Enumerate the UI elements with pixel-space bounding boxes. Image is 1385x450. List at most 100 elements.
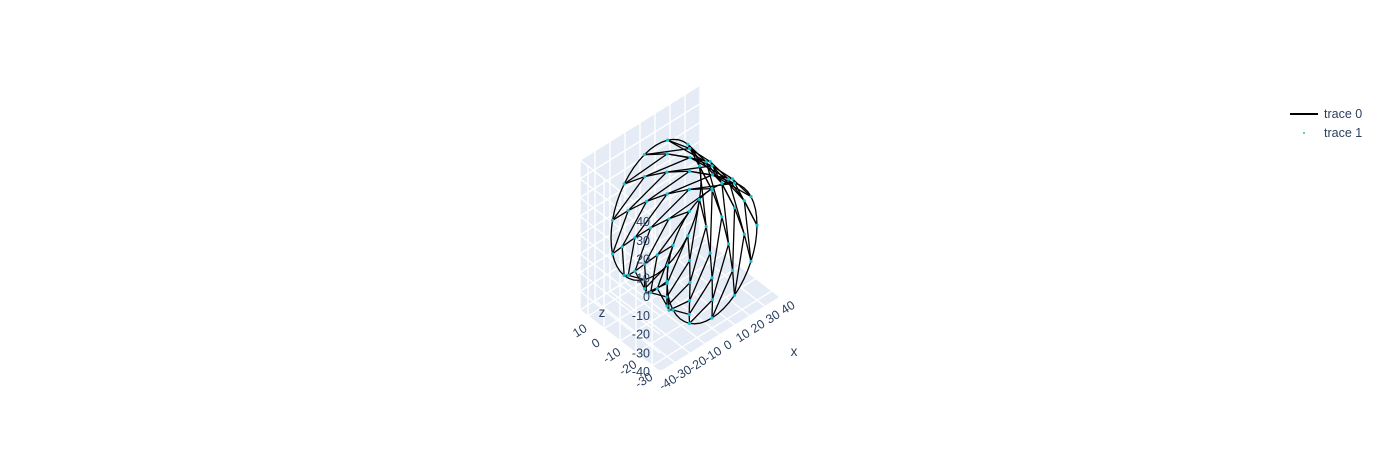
trace-0-segment (623, 153, 668, 185)
legend-label: trace 1 (1324, 125, 1363, 140)
x-tick-label: 10 (733, 326, 752, 345)
trace-1-point (688, 299, 692, 303)
trace-1-point (666, 138, 670, 142)
trace-0-segment (612, 176, 646, 221)
trace-0-segment (666, 235, 689, 284)
trace-0-segment (634, 227, 651, 239)
trace-0-segment (687, 235, 691, 261)
z-gridline (579, 253, 661, 317)
trace-1-point (686, 142, 690, 146)
trace-1-point (665, 281, 669, 285)
x-tick-label: 40 (778, 298, 797, 317)
trace-0-segment (688, 277, 713, 315)
z-tick-label: 30 (636, 234, 650, 248)
trace-0-segment (727, 179, 745, 235)
trace-0-segment (649, 254, 658, 293)
trace-0-segment (646, 193, 668, 203)
trace-1-point (645, 199, 649, 203)
trace-1-point (710, 316, 714, 320)
trace-0-segment (634, 193, 668, 239)
trace-0-segment (612, 210, 629, 221)
trace-1-point (671, 308, 675, 312)
trace-1-point (688, 169, 692, 173)
trace-0-segment (650, 292, 667, 298)
trace-1-point (688, 155, 692, 160)
trace-1-point (643, 262, 647, 266)
trace-1-point (688, 280, 692, 285)
trace-0-segment (731, 207, 736, 271)
z-gridline (579, 290, 661, 354)
trace-0-segment (732, 178, 752, 198)
trace-0-segment (689, 299, 713, 324)
trace-0-segment (743, 200, 752, 262)
y-tick-label: 10 (570, 321, 589, 340)
trace-1-point (622, 273, 626, 278)
trace-1-point (755, 223, 759, 227)
trace-0-segment (611, 210, 629, 255)
trace-1-point (697, 197, 702, 202)
z-gridline (579, 234, 701, 311)
trace-1-point (687, 209, 692, 213)
legend-item-trace-0[interactable]: trace 0 (1288, 104, 1378, 123)
trace-1-point (642, 278, 647, 282)
trace-1-point (665, 192, 669, 196)
z-axis-title: z (599, 305, 606, 320)
trace-0-segment (666, 260, 691, 298)
trace-1-point (742, 232, 746, 236)
trace-1-point (626, 273, 630, 277)
trace-1-point (749, 259, 753, 263)
trace-0-segment (627, 237, 636, 276)
legend-item-trace-1[interactable]: trace 1 (1288, 123, 1378, 142)
trace-1-point (649, 291, 653, 295)
trace-0-segment (705, 226, 711, 254)
y-tick-label: -10 (601, 345, 624, 366)
trace-1-point (620, 245, 624, 249)
z-gridline (579, 159, 661, 223)
trace-1-point (643, 175, 647, 179)
trace-0-segment (628, 274, 645, 281)
trace-0-segment (668, 210, 690, 220)
y-gridline (651, 290, 773, 367)
trace-0-segment (666, 170, 690, 173)
trace-0-segment (621, 246, 625, 276)
trace-0-segment (689, 182, 735, 191)
trace-0-segment (623, 176, 645, 185)
trace-1-point (710, 298, 715, 302)
trace-1-point (645, 291, 649, 295)
trace-1-point (643, 287, 647, 291)
trace-1-point (708, 251, 712, 255)
trace-0-segment (644, 171, 667, 178)
trace-1-point (649, 226, 653, 230)
trace-1-point (665, 170, 669, 174)
trace-0-segment (709, 190, 713, 254)
x-axis-title: x (791, 344, 798, 359)
trace-0-segment (711, 165, 733, 180)
trace-1-point (732, 293, 737, 297)
trace-0-segment (721, 183, 730, 244)
x-tick-label: 0 (721, 337, 734, 353)
trace-0-segment (672, 309, 690, 316)
scene-content (579, 84, 781, 370)
trace-1-point (655, 286, 659, 291)
trace-1-point (731, 177, 735, 181)
trace-0-segment (733, 234, 745, 296)
trace-0-segment (646, 170, 690, 202)
trace-1-point (686, 234, 690, 238)
trace-0-segment (621, 237, 636, 248)
trace-1-point (697, 164, 702, 168)
trace-0-segment (644, 156, 691, 178)
trace-1-point (749, 195, 753, 199)
legend-label: trace 0 (1324, 106, 1363, 121)
z-gridline (579, 215, 661, 279)
trace-1-point (710, 276, 714, 280)
trace-1-point (671, 243, 675, 247)
trace-1-point (633, 269, 637, 273)
trace-1-point (731, 268, 735, 273)
trace-1-point (626, 209, 630, 213)
x-tick-label: 20 (748, 317, 767, 336)
trace-0-segment (666, 282, 691, 307)
trace-1-point (708, 160, 712, 164)
trace-0-segment (644, 147, 690, 156)
z-tick-label: -40 (632, 365, 650, 379)
